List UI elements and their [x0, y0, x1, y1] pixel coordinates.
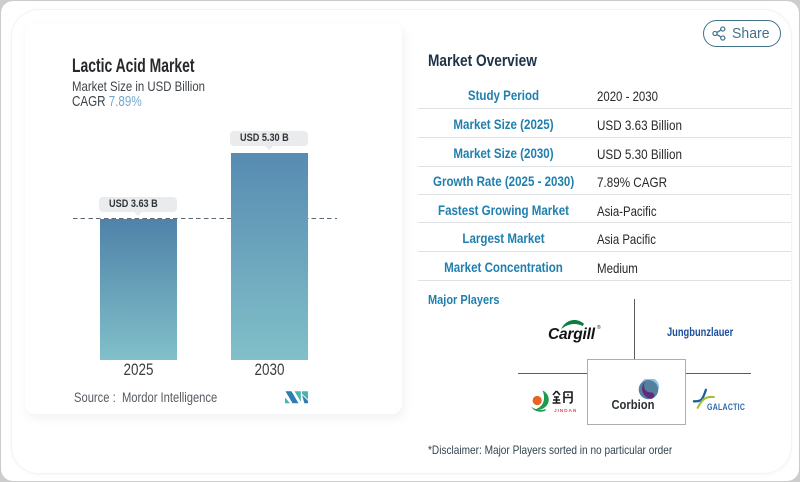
svg-text:Cargill: Cargill: [548, 326, 596, 343]
svg-text:®: ®: [597, 324, 601, 331]
svg-text:JINDAN: JINDAN: [554, 408, 577, 414]
